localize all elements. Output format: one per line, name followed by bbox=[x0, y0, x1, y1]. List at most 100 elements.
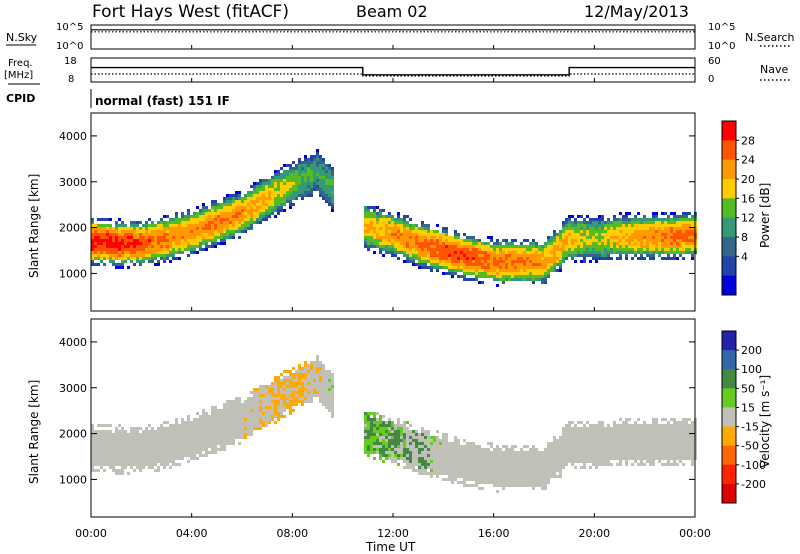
power-cell bbox=[529, 278, 532, 281]
power-cell bbox=[169, 230, 172, 233]
power-cell bbox=[157, 233, 160, 236]
power-cell bbox=[148, 251, 151, 254]
power-cell bbox=[187, 233, 190, 236]
power-cell bbox=[319, 164, 322, 167]
power-cell bbox=[277, 209, 280, 212]
velocity-cell bbox=[388, 433, 391, 436]
velocity-cell bbox=[370, 430, 373, 433]
velocity-cell bbox=[148, 430, 151, 433]
velocity-cell bbox=[307, 382, 310, 385]
power-cell bbox=[496, 257, 499, 260]
power-cell bbox=[643, 248, 646, 251]
power-cell bbox=[574, 218, 577, 221]
velocity-cell bbox=[223, 421, 226, 424]
velocity-cell bbox=[586, 454, 589, 457]
velocity-cell bbox=[412, 445, 415, 448]
velocity-cell bbox=[181, 442, 184, 445]
velocity-cell bbox=[229, 421, 232, 424]
power-cell bbox=[637, 212, 640, 215]
velocity-cell bbox=[265, 412, 268, 415]
velocity-cell bbox=[385, 454, 388, 457]
velocity-cell bbox=[511, 466, 514, 469]
power-cell bbox=[235, 212, 238, 215]
power-cell bbox=[316, 158, 319, 161]
velocity-cell bbox=[292, 385, 295, 388]
velocity-cell bbox=[613, 436, 616, 439]
power-cell bbox=[619, 212, 622, 215]
velocity-cell bbox=[271, 418, 274, 421]
power-cell bbox=[547, 248, 550, 251]
power-cell bbox=[394, 218, 397, 221]
velocity-cell bbox=[103, 457, 106, 460]
velocity-cell bbox=[100, 463, 103, 466]
power-cell bbox=[283, 179, 286, 182]
power-cell bbox=[610, 221, 613, 224]
velocity-cell bbox=[400, 427, 403, 430]
velocity-cell bbox=[406, 463, 409, 466]
velocity-cell bbox=[529, 457, 532, 460]
power-cell bbox=[553, 257, 556, 260]
velocity-cell bbox=[133, 430, 136, 433]
power-cell bbox=[175, 242, 178, 245]
velocity-cell bbox=[568, 448, 571, 451]
power-cell bbox=[589, 236, 592, 239]
power-cell bbox=[601, 227, 604, 230]
velocity-cell bbox=[91, 451, 94, 454]
power-cell bbox=[151, 242, 154, 245]
power-cell bbox=[394, 239, 397, 242]
velocity-cell bbox=[133, 454, 136, 457]
velocity-cell bbox=[523, 445, 526, 448]
velocity-cell bbox=[526, 484, 529, 487]
velocity-cell bbox=[577, 454, 580, 457]
velocity-cell bbox=[286, 382, 289, 385]
power-cell bbox=[331, 179, 334, 182]
power-cell bbox=[256, 209, 259, 212]
power-cell bbox=[556, 257, 559, 260]
power-cell bbox=[223, 203, 226, 206]
power-cell bbox=[457, 269, 460, 272]
power-cell bbox=[454, 251, 457, 254]
power-cell bbox=[649, 248, 652, 251]
velocity-cell bbox=[469, 448, 472, 451]
power-cell bbox=[577, 242, 580, 245]
power-cell bbox=[130, 233, 133, 236]
velocity-cell bbox=[457, 475, 460, 478]
power-cell bbox=[391, 230, 394, 233]
velocity-cell bbox=[421, 463, 424, 466]
power-cell bbox=[112, 248, 115, 251]
velocity-cell bbox=[514, 454, 517, 457]
power-cell bbox=[418, 233, 421, 236]
power-cell bbox=[532, 248, 535, 251]
power-cell bbox=[691, 227, 694, 230]
power-cell bbox=[313, 176, 316, 179]
power-cell bbox=[454, 248, 457, 251]
power-cell bbox=[583, 242, 586, 245]
velocity-cell bbox=[181, 427, 184, 430]
velocity-cell bbox=[298, 385, 301, 388]
velocity-cell bbox=[322, 397, 325, 400]
velocity-cell bbox=[247, 397, 250, 400]
velocity-cell bbox=[283, 400, 286, 403]
velocity-cell bbox=[178, 439, 181, 442]
power-cell bbox=[505, 278, 508, 281]
velocity-cell bbox=[484, 472, 487, 475]
velocity-cell bbox=[535, 484, 538, 487]
velocity-cell bbox=[511, 451, 514, 454]
power-cell bbox=[664, 251, 667, 254]
power-cell bbox=[640, 248, 643, 251]
velocity-cell bbox=[532, 475, 535, 478]
power-cell bbox=[490, 275, 493, 278]
power-cell bbox=[544, 275, 547, 278]
velocity-cell bbox=[274, 415, 277, 418]
velocity-cell bbox=[151, 433, 154, 436]
velocity-cell bbox=[430, 460, 433, 463]
power-cell bbox=[166, 236, 169, 239]
velocity-cell bbox=[415, 430, 418, 433]
power-cell bbox=[205, 221, 208, 224]
power-cell bbox=[229, 212, 232, 215]
power-cell bbox=[163, 221, 166, 224]
power-cell bbox=[379, 248, 382, 251]
power-cell bbox=[661, 212, 664, 215]
power-cell bbox=[295, 164, 298, 167]
